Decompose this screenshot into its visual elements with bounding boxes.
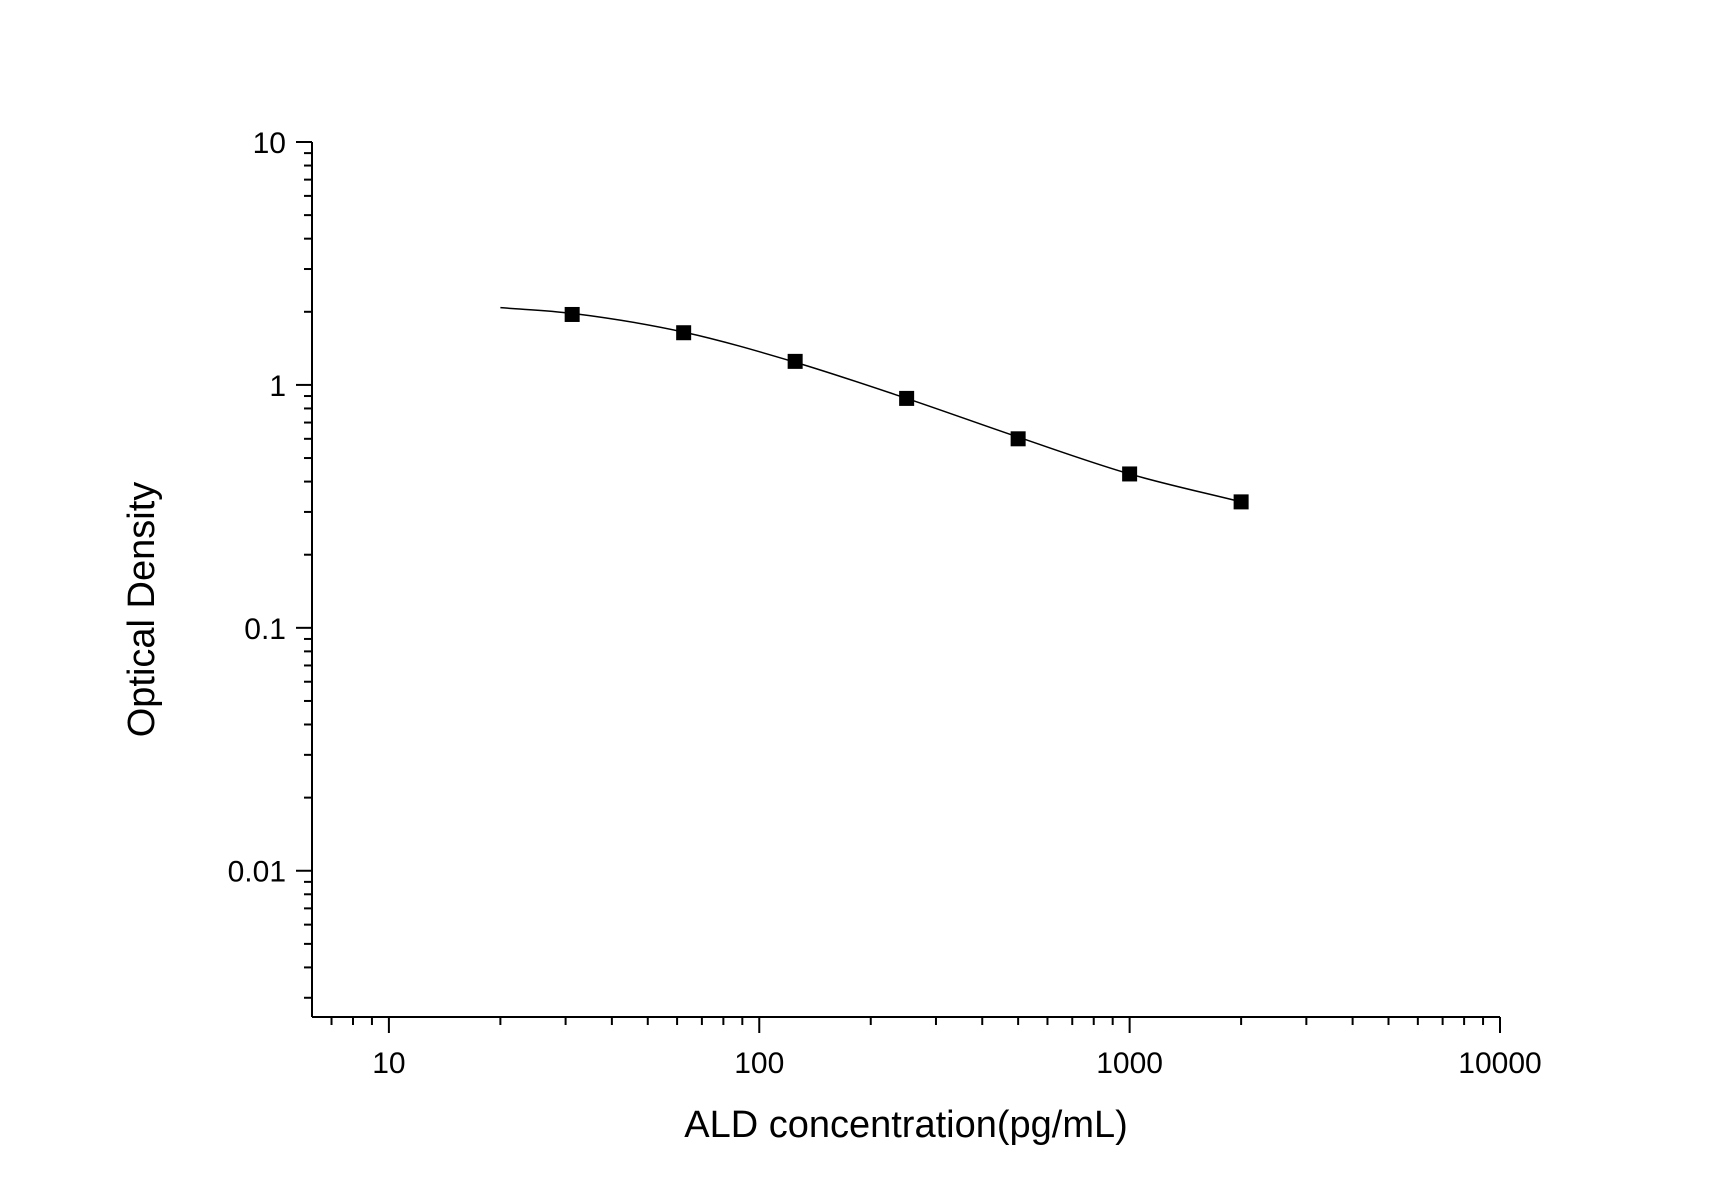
data-point (1233, 494, 1249, 510)
y-tick-label: 0.01 (228, 856, 286, 889)
x-tick-label: 10000 (1458, 1047, 1541, 1080)
ticks: 10 100 1000 10000 0.01 0.1 1 10 (228, 127, 1542, 1080)
y-tick-label: 1 (269, 370, 286, 403)
data-point (899, 390, 915, 406)
data-points (564, 306, 1249, 510)
axes (311, 142, 1500, 1018)
fit-curve-group (500, 306, 1242, 503)
x-tick-label: 1000 (1096, 1047, 1163, 1080)
data-point (1010, 431, 1026, 447)
y-tick-label: 0.1 (244, 613, 286, 646)
x-tick-label: 100 (734, 1047, 784, 1080)
data-point (676, 325, 692, 341)
fit-curve (500, 306, 1242, 503)
data-point (564, 306, 580, 322)
x-tick-label: 10 (372, 1047, 405, 1080)
x-axis-title: ALD concentration(pg/mL) (684, 1104, 1128, 1146)
data-point (787, 353, 803, 369)
y-tick-label: 10 (253, 127, 286, 160)
data-point (1122, 466, 1138, 482)
y-axis-title: Optical Density (121, 482, 163, 738)
